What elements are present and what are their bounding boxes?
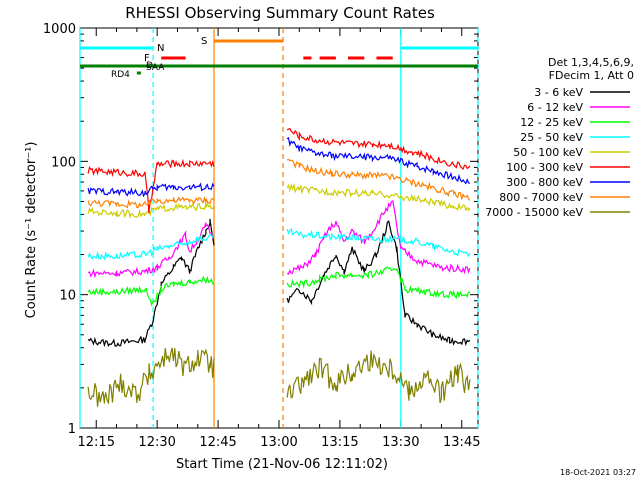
plot-frame bbox=[79, 27, 479, 429]
legend-item-label: 6 - 12 keV bbox=[527, 101, 583, 114]
legend: Det 1,3,4,5,6,9, FDecim 1, Att 0 3 - 6 k… bbox=[485, 56, 634, 219]
legend-header-line-1: Det 1,3,4,5,6,9, bbox=[548, 56, 634, 69]
x-tick-label: 12:15 bbox=[78, 435, 115, 450]
flag-label-saa: SAA bbox=[146, 63, 165, 73]
series-line-8 bbox=[87, 347, 471, 407]
series-line-4 bbox=[87, 182, 471, 219]
footer-date: 18-Oct-2021 03:27 bbox=[560, 468, 636, 477]
plot-area: 1 10 100 1000 12:15 12:30 12:45 13:00 13:15 13:30… bbox=[43, 22, 481, 450]
legend-item-label: 100 - 300 keV bbox=[506, 161, 583, 174]
x-tick-label: 13:00 bbox=[260, 435, 297, 450]
legend-item-label: 50 - 100 keV bbox=[513, 146, 583, 159]
legend-items: 3 - 6 keV 6 - 12 keV 12 - 25 keV 25 - 50 ke… bbox=[485, 86, 630, 219]
series-line-3 bbox=[87, 227, 471, 261]
y-axis-label: Count Rate (s⁻¹ detector⁻¹) bbox=[24, 142, 39, 319]
x-axis-label: Start Time (21-Nov-06 12:11:02) bbox=[176, 457, 388, 472]
flag-label-f: F bbox=[144, 53, 150, 64]
series-line-0 bbox=[87, 218, 471, 348]
legend-header-line-2: FDecim 1, Att 0 bbox=[549, 69, 634, 82]
legend-item-label: 3 - 6 keV bbox=[534, 86, 583, 99]
flag-label-rd4: RD4 bbox=[111, 70, 130, 80]
chart-title: RHESSI Observing Summary Count Rates bbox=[125, 4, 435, 22]
x-tick-label: 13:30 bbox=[382, 435, 419, 450]
x-tick-label: 12:30 bbox=[138, 435, 175, 450]
y-tick-label: 10 bbox=[59, 289, 76, 304]
legend-item-label: 300 - 800 keV bbox=[506, 176, 583, 189]
series-line-5 bbox=[87, 127, 471, 214]
series-line-7 bbox=[87, 158, 471, 209]
flag-label-n: N bbox=[157, 43, 164, 54]
legend-item-label: 25 - 50 keV bbox=[520, 131, 583, 144]
x-tick-label: 12:45 bbox=[199, 435, 236, 450]
flag-label-d: D bbox=[146, 61, 153, 71]
x-tick-label: 13:15 bbox=[321, 435, 358, 450]
series-line-1 bbox=[87, 200, 471, 279]
y-tick-label: 100 bbox=[51, 155, 76, 170]
x-tick-label: 13:45 bbox=[443, 435, 480, 450]
series-line-2 bbox=[87, 266, 470, 308]
legend-item-label: 7000 - 15000 keV bbox=[485, 206, 583, 219]
legend-item-label: 800 - 7000 keV bbox=[499, 191, 583, 204]
y-tick-label: 1000 bbox=[43, 22, 76, 37]
series-line-6 bbox=[87, 136, 471, 198]
attenuator-label: S bbox=[201, 36, 207, 47]
legend-item-label: 12 - 25 keV bbox=[520, 116, 583, 129]
y-tick-label: 1 bbox=[68, 422, 76, 437]
